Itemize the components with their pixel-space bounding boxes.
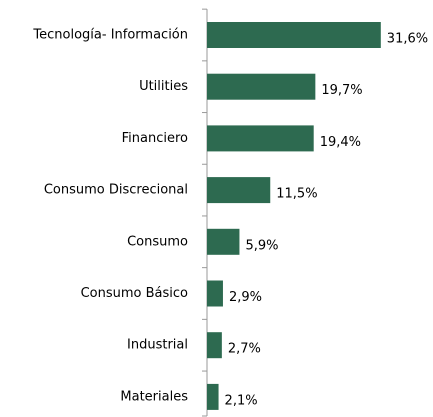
value-label: 5,9% — [245, 238, 278, 253]
category-label: Industrial — [127, 338, 188, 353]
value-label: 11,5% — [276, 187, 317, 202]
bar — [207, 332, 222, 359]
bar — [207, 228, 240, 255]
bar — [207, 73, 316, 100]
bar — [207, 280, 223, 307]
category-label: Consumo Discrecional — [44, 183, 188, 198]
value-label: 2,9% — [229, 290, 262, 305]
value-label: 2,1% — [225, 393, 258, 408]
value-label: 19,7% — [321, 83, 362, 98]
value-label: 19,4% — [320, 135, 361, 150]
bar — [207, 22, 381, 48]
value-label: 2,7% — [228, 342, 261, 357]
category-label: Tecnología- Información — [32, 28, 188, 43]
bar — [207, 125, 314, 152]
bar — [207, 383, 219, 410]
value-label: 31,6% — [387, 32, 428, 47]
category-label: Consumo Básico — [81, 286, 188, 301]
category-label: Materiales — [120, 389, 188, 404]
category-label: Utilities — [139, 79, 188, 94]
bar — [207, 177, 271, 204]
category-label: Consumo — [127, 234, 188, 249]
category-label: Financiero — [122, 131, 188, 146]
